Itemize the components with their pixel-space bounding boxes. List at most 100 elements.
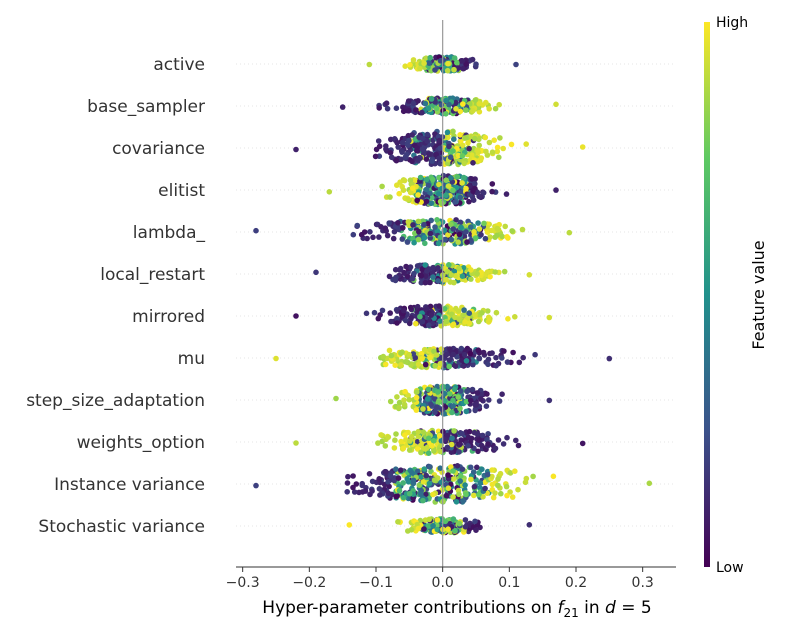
swarm-point [410, 495, 417, 501]
swarm-point [443, 111, 449, 117]
swarm-point [423, 186, 430, 193]
swarm-point [432, 224, 438, 230]
swarm-point [421, 234, 428, 241]
swarm-point [401, 401, 408, 408]
swarm-point [490, 494, 497, 501]
swarm-point [452, 199, 458, 205]
swarm-point [442, 236, 449, 243]
swarm-point [443, 192, 449, 198]
swarm-point [461, 160, 468, 167]
swarm-point [492, 105, 499, 112]
swarm-point [451, 428, 457, 434]
swarm-point [508, 141, 515, 148]
swarm-point [422, 240, 428, 247]
swarm-point [386, 347, 393, 354]
swarm-point [405, 196, 412, 203]
swarm-point [460, 498, 466, 504]
swarm-point [438, 102, 445, 108]
swarm-point [463, 107, 469, 113]
swarm-point [513, 61, 519, 68]
swarm-point [401, 269, 407, 276]
swarm-point [497, 470, 504, 477]
colorbar [704, 22, 710, 567]
swarm-point [469, 386, 476, 393]
swarm-point [443, 177, 450, 183]
swarm-point [464, 239, 470, 245]
swarm-point [504, 434, 510, 441]
swarm-point [526, 522, 533, 528]
swarm-point [485, 441, 491, 447]
swarm-point [546, 397, 553, 404]
swarm-point [482, 235, 489, 242]
swarm-point [457, 132, 463, 138]
swarm-point [442, 306, 448, 312]
swarm-point [449, 409, 455, 416]
swarm-point [470, 188, 476, 194]
swarm-point [489, 473, 495, 480]
swarm-point [458, 345, 465, 352]
swarm-point [416, 482, 423, 489]
swarm-point [496, 154, 502, 161]
swarm-point [253, 227, 259, 234]
swarm-point [515, 486, 521, 493]
swarm-point [489, 467, 495, 473]
swarm-point [418, 449, 424, 456]
swarm-point [498, 490, 504, 497]
colorbar-low-label: Low [716, 560, 744, 576]
swarm-point [472, 97, 479, 103]
swarm-point [430, 274, 436, 280]
swarm-point [457, 441, 463, 448]
swarm-point [422, 100, 429, 107]
swarm-point [376, 143, 383, 150]
swarm-point [468, 152, 475, 158]
swarm-point [402, 317, 409, 324]
swarm-point [421, 221, 427, 228]
swarm-point [428, 312, 435, 318]
swarm-point [391, 228, 398, 235]
feature-label: lambda_ [133, 223, 206, 243]
swarm-point [407, 304, 414, 311]
swarm-point [463, 61, 469, 67]
swarm-point [400, 187, 407, 193]
swarm-point [439, 185, 445, 192]
swarm-point [479, 466, 485, 473]
swarm-point [333, 395, 339, 402]
swarm-point [409, 185, 416, 191]
swarm-point [393, 466, 399, 473]
swarm-point [371, 309, 378, 316]
swarm-point [492, 490, 498, 496]
swarm-point [405, 142, 411, 149]
swarm-point [432, 362, 439, 369]
swarm-point [507, 470, 514, 476]
swarm-point [383, 143, 389, 149]
swarm-point [404, 273, 411, 280]
swarm-point [476, 109, 483, 115]
swarm-point [401, 177, 408, 184]
swarm-point [417, 65, 423, 72]
swarm-point [455, 308, 462, 314]
swarm-point [530, 473, 536, 480]
swarm-point [456, 265, 463, 272]
swarm-point [426, 516, 433, 523]
swarm-point [450, 351, 457, 358]
swarm-point [435, 265, 441, 271]
swarm-point [486, 397, 492, 403]
swarm-point [415, 428, 422, 435]
swarm-point [354, 222, 361, 229]
swarm-point [473, 61, 479, 67]
swarm-point [387, 398, 394, 405]
swarm-point [459, 180, 465, 186]
swarm-point [496, 398, 503, 404]
swarm-point [457, 478, 464, 484]
swarm-point [461, 307, 467, 313]
swarm-point [406, 137, 412, 144]
swarm-point [383, 469, 389, 475]
swarm-point [430, 176, 436, 183]
swarm-point [415, 192, 421, 198]
swarm-point [392, 362, 399, 369]
swarm-point [446, 262, 452, 268]
swarm-point [435, 240, 442, 247]
swarm-point [400, 494, 407, 501]
swarm-point [391, 477, 398, 484]
swarm-point [472, 407, 479, 414]
